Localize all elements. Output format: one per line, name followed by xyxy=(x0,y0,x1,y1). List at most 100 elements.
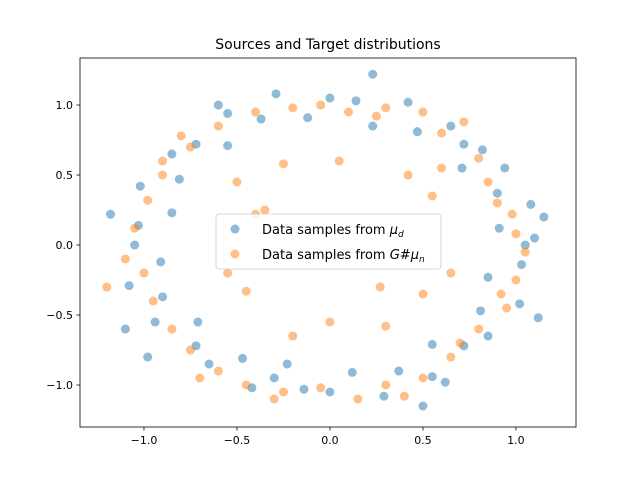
point-series-0-55 xyxy=(213,100,223,110)
point-series-0-36 xyxy=(325,387,335,397)
point-series-0-53 xyxy=(120,324,130,334)
point-series-0-21 xyxy=(135,181,145,191)
point-series-1-27 xyxy=(418,373,428,383)
point-series-1-9 xyxy=(288,103,298,113)
point-series-1-32 xyxy=(520,247,530,257)
point-series-0-15 xyxy=(256,114,266,124)
point-series-0-20 xyxy=(174,174,184,184)
point-series-0-32 xyxy=(238,353,248,363)
y-axis: −1.0 −0.5 0.0 0.5 1.0 xyxy=(46,99,80,392)
point-series-1-23 xyxy=(278,387,288,397)
point-series-0-40 xyxy=(427,372,437,382)
point-series-1-46 xyxy=(241,286,251,296)
point-series-0-4 xyxy=(500,163,510,173)
point-series-0-29 xyxy=(193,317,203,327)
point-series-0-27 xyxy=(158,292,168,302)
point-series-0-47 xyxy=(517,260,527,270)
point-series-0-22 xyxy=(167,208,177,218)
x-axis: −1.0 −0.5 0.0 0.5 1.0 xyxy=(131,427,525,447)
point-series-0-51 xyxy=(418,401,428,411)
point-series-1-15 xyxy=(130,223,140,233)
point-series-1-28 xyxy=(446,352,456,362)
point-series-1-2 xyxy=(483,177,493,187)
point-series-1-30 xyxy=(502,303,512,313)
points-layer xyxy=(102,69,549,411)
point-series-0-17 xyxy=(223,141,233,151)
point-series-1-38 xyxy=(399,391,409,401)
point-series-1-55 xyxy=(446,268,456,278)
point-series-1-47 xyxy=(223,268,233,278)
point-series-1-44 xyxy=(278,159,288,169)
point-series-1-41 xyxy=(260,205,270,215)
point-series-0-1 xyxy=(494,223,504,233)
x-tick-label: 0.0 xyxy=(321,434,339,447)
legend-box xyxy=(215,213,442,270)
point-series-0-13 xyxy=(303,113,313,123)
point-series-0-43 xyxy=(483,331,493,341)
point-series-0-3 xyxy=(492,188,502,198)
point-series-0-37 xyxy=(347,367,357,377)
point-series-0-46 xyxy=(483,272,493,282)
point-series-1-25 xyxy=(353,394,363,404)
point-series-1-8 xyxy=(316,100,326,110)
point-series-1-0 xyxy=(511,229,521,239)
point-series-1-16 xyxy=(102,282,112,292)
point-series-1-24 xyxy=(316,383,326,393)
point-series-1-35 xyxy=(176,131,186,141)
point-series-1-4 xyxy=(437,128,447,138)
point-series-0-12 xyxy=(325,93,335,103)
point-series-0-24 xyxy=(130,240,140,250)
point-series-1-1 xyxy=(507,209,517,219)
point-series-0-9 xyxy=(403,97,413,107)
point-series-0-48 xyxy=(539,212,549,222)
point-series-1-19 xyxy=(167,324,177,334)
point-series-0-31 xyxy=(204,359,214,369)
point-series-0-57 xyxy=(440,377,450,387)
legend: Data samples from μd Data samples from G… xyxy=(215,213,442,270)
point-series-0-7 xyxy=(446,121,456,131)
x-tick-label: 0.5 xyxy=(414,434,432,447)
point-series-0-6 xyxy=(459,139,469,149)
point-series-0-25 xyxy=(156,257,166,267)
point-series-1-54 xyxy=(232,177,242,187)
point-series-0-2 xyxy=(526,199,536,209)
chart-title: Sources and Target distributions xyxy=(215,37,440,53)
point-series-1-3 xyxy=(474,153,484,163)
legend-label-g-mu-n: Data samples from G#μn xyxy=(262,248,425,265)
point-series-1-49 xyxy=(418,289,428,299)
point-series-1-22 xyxy=(241,380,251,390)
point-series-1-29 xyxy=(474,324,484,334)
point-series-1-52 xyxy=(381,321,391,331)
point-series-1-20 xyxy=(185,345,195,355)
point-series-1-39 xyxy=(496,289,506,299)
point-series-1-43 xyxy=(427,191,437,201)
x-tick-label: 1.0 xyxy=(507,434,525,447)
point-series-0-0 xyxy=(520,240,530,250)
point-series-0-54 xyxy=(477,145,487,155)
point-series-1-33 xyxy=(492,198,502,208)
point-series-1-26 xyxy=(381,380,391,390)
point-series-1-37 xyxy=(195,373,205,383)
point-series-1-31 xyxy=(511,275,521,285)
point-series-1-12 xyxy=(185,142,195,152)
point-series-1-10 xyxy=(251,107,261,117)
point-series-0-52 xyxy=(533,313,543,323)
point-series-0-50 xyxy=(368,69,378,79)
point-series-0-26 xyxy=(124,281,134,291)
y-tick-label: 1.0 xyxy=(56,99,74,112)
point-series-0-8 xyxy=(412,127,422,137)
point-series-1-50 xyxy=(325,317,335,327)
point-series-1-58 xyxy=(269,394,279,404)
point-series-0-45 xyxy=(515,299,525,309)
x-tick-label: −1.0 xyxy=(131,434,158,447)
point-series-0-19 xyxy=(167,149,177,159)
point-series-0-35 xyxy=(299,384,309,394)
point-series-1-57 xyxy=(158,156,168,166)
point-series-0-14 xyxy=(271,89,281,99)
point-series-0-10 xyxy=(368,121,378,131)
y-tick-label: −1.0 xyxy=(46,379,73,392)
legend-marker-g-mu-n xyxy=(230,249,240,259)
point-series-1-53 xyxy=(437,163,447,173)
point-series-1-21 xyxy=(213,366,223,376)
y-tick-label: −0.5 xyxy=(46,309,73,322)
